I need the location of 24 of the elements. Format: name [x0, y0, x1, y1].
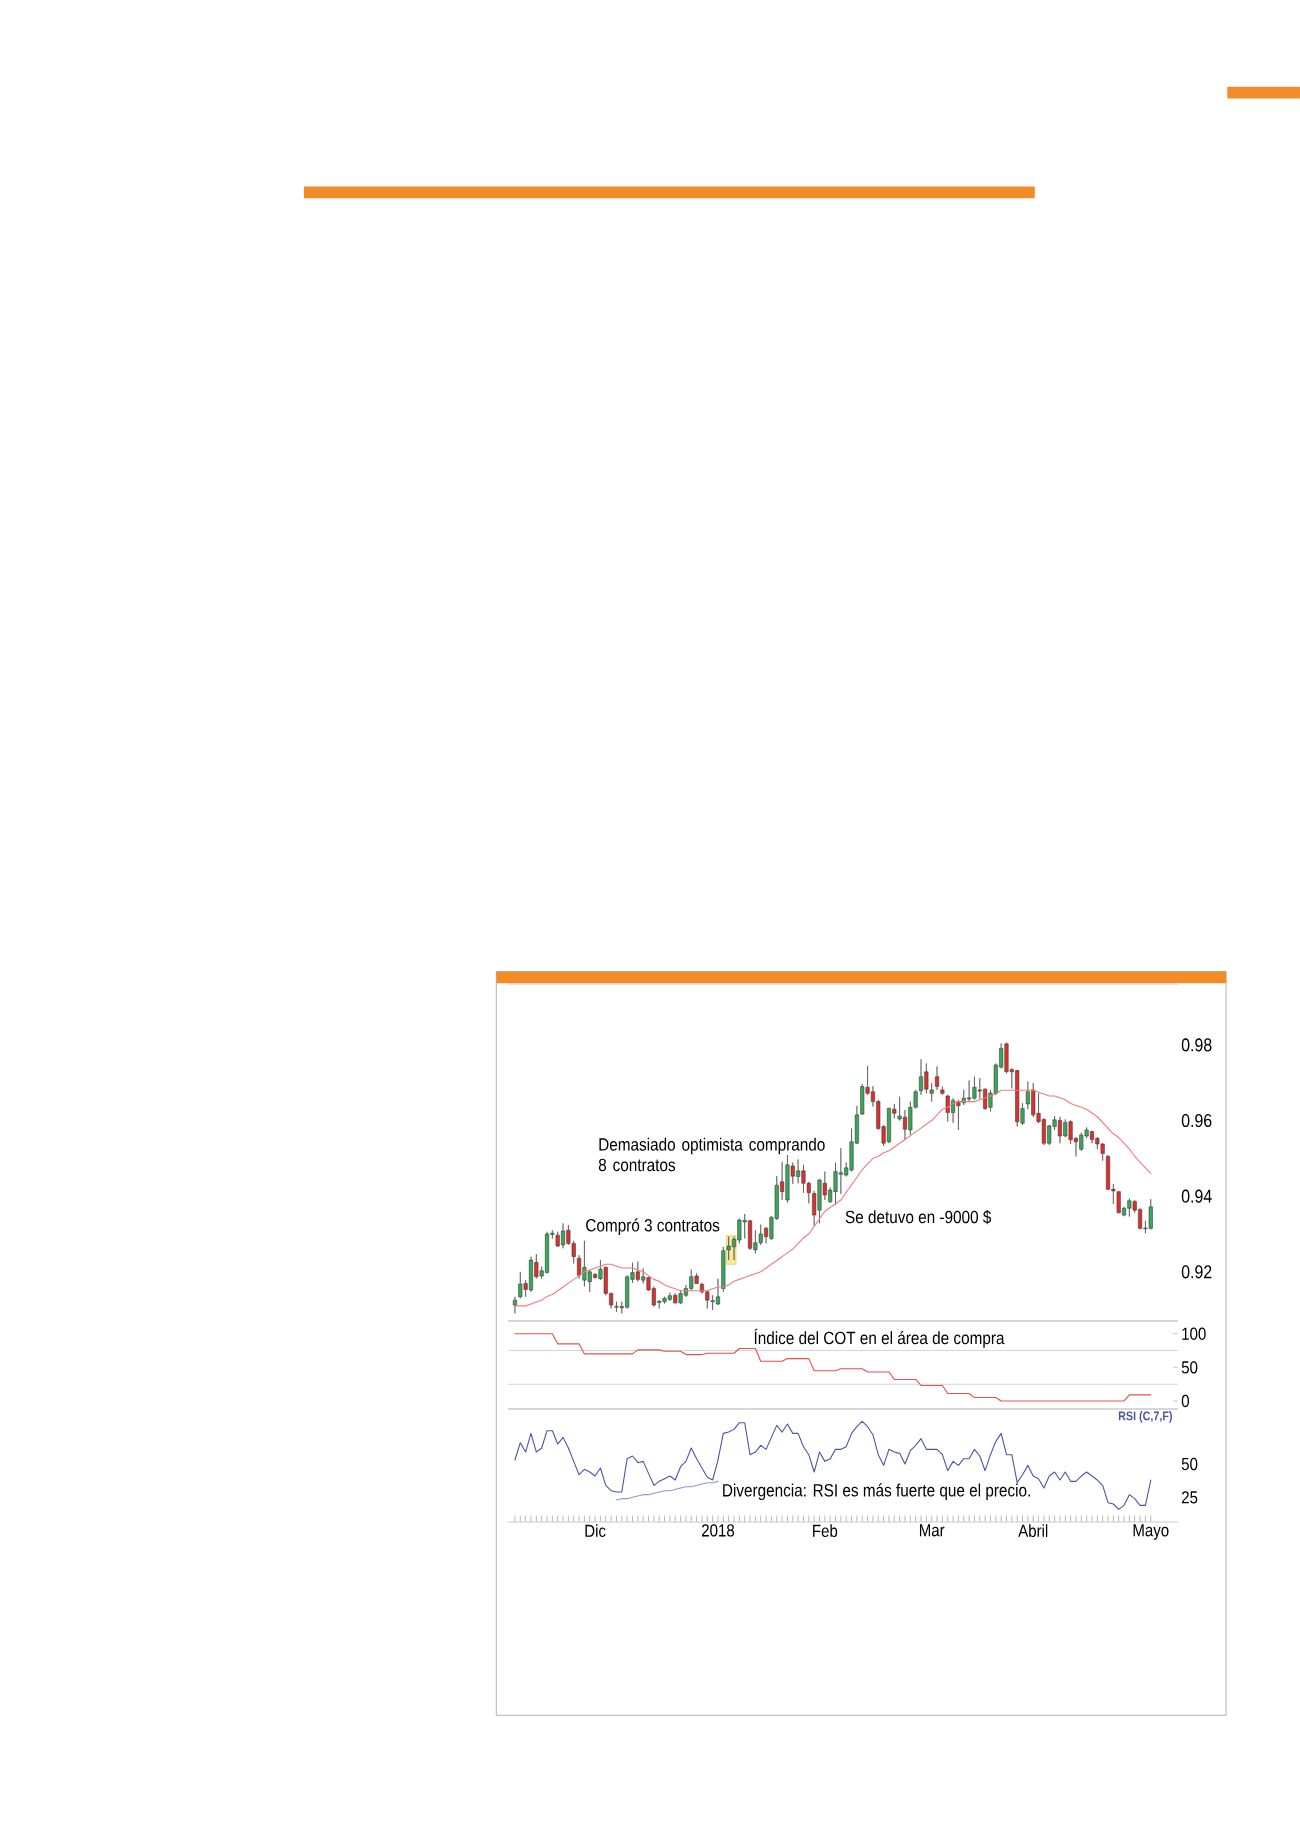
candlestick — [940, 1086, 945, 1096]
annotation: Compró 3 contratos — [586, 1218, 720, 1236]
x-tick-label: Feb — [813, 1524, 838, 1538]
chart-title: Índice del COT en el área de compra — [754, 1328, 1005, 1348]
y-tick-label: 0 — [1181, 1394, 1189, 1408]
y-tick-label: 50 — [1181, 1457, 1198, 1471]
y-tick-label: 25 — [1181, 1491, 1198, 1504]
y-tick-label: 0.98 — [1181, 1038, 1212, 1052]
annotation: Divergencia: RSI es más fuerte que el precio. — [723, 1483, 1030, 1501]
x-tick-label: Mayo — [1133, 1524, 1169, 1540]
y-tick-label: 0.92 — [1181, 1265, 1212, 1279]
candlestick — [512, 1296, 517, 1314]
y-tick-label: 50 — [1181, 1361, 1198, 1374]
candlestick — [935, 1066, 940, 1091]
y-tick-label: 0.94 — [1181, 1189, 1212, 1203]
annotation: Demasiado optimista comprando 8 contratos — [598, 1137, 825, 1172]
annotation: Se detuvo en -9000 $ — [845, 1209, 992, 1225]
x-tick-label: Mar — [919, 1524, 945, 1537]
x-tick-label: 2018 — [701, 1524, 735, 1537]
x-tick-label: Dic — [585, 1524, 606, 1538]
y-tick-label: 0.96 — [1181, 1113, 1212, 1128]
y-tick-label: 100 — [1182, 1327, 1206, 1340]
x-tick-label: Abril — [1018, 1524, 1048, 1538]
text: RSI (C,7,F) — [1118, 1411, 1172, 1423]
